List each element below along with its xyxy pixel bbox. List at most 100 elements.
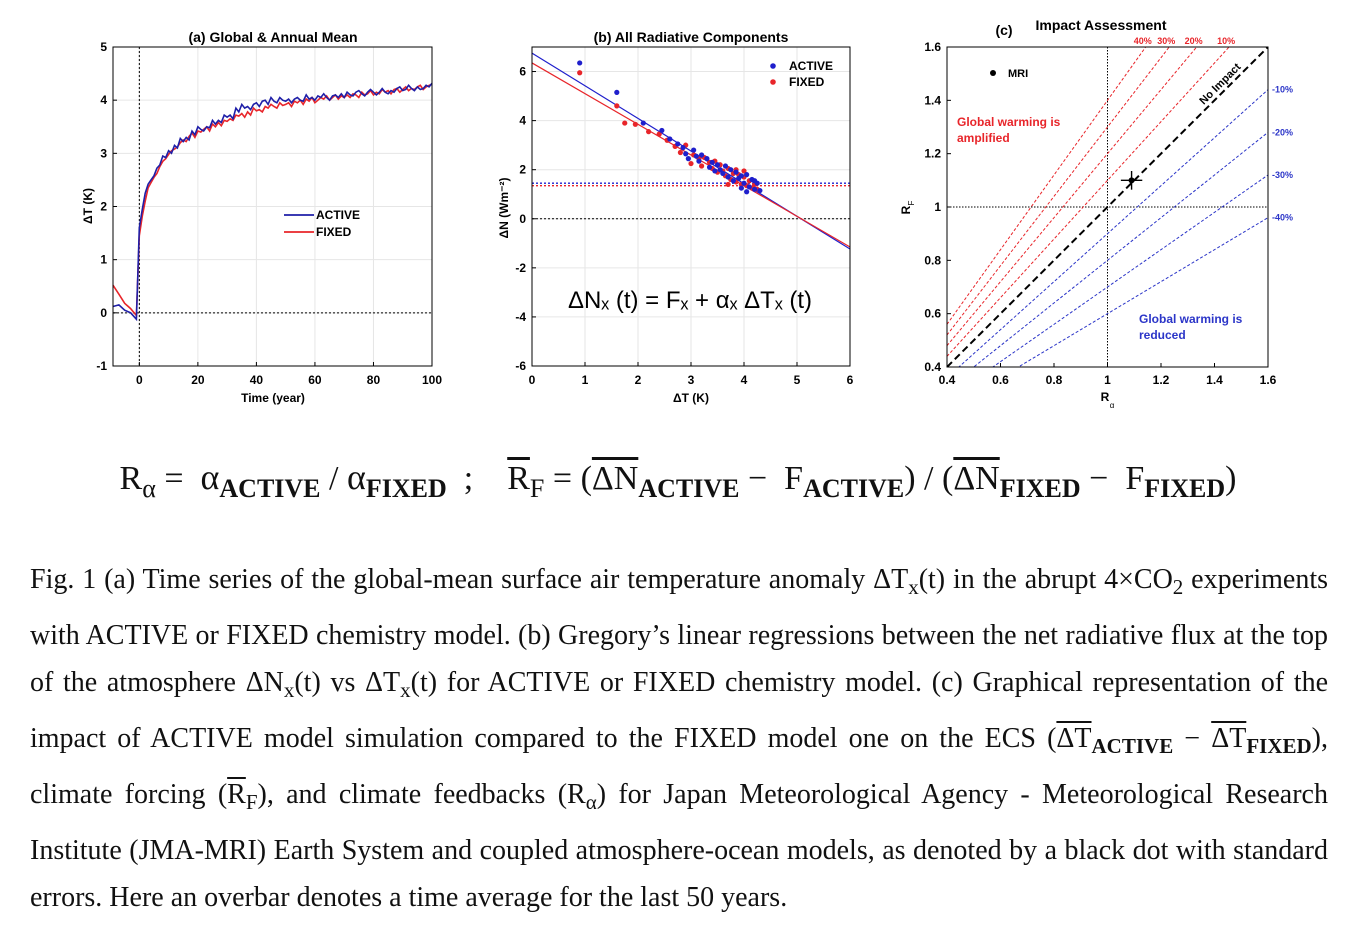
- panel-b-point-fixed: [699, 163, 705, 169]
- panel-a-ytick-label: 2: [100, 200, 107, 214]
- panel-b-point-active: [757, 187, 763, 194]
- formula-dn-active: ΔN: [591, 460, 639, 497]
- caption-part-1: Fig. 1 (a) Time series of the global-mea…: [30, 564, 909, 595]
- panel-a-xtick-label: 40: [250, 373, 264, 387]
- panel-a-ytick-label: 1: [100, 253, 107, 267]
- panel-b-title: (b) All Radiative Components: [594, 29, 789, 45]
- panel-c-amplified-text: amplified: [957, 131, 1010, 145]
- formula-fixed-sub: FIXED: [365, 474, 447, 503]
- caption-part-7: ), and climate feedbacks (R: [257, 778, 586, 810]
- panel-a-legend-label-fixed: FIXED: [316, 225, 352, 239]
- panel-c-xtick-label: 0.6: [992, 373, 1009, 387]
- panel-c-reduced-text: Global warming is: [1139, 312, 1243, 326]
- panel-c-reduced-line--40%: [1017, 217, 1268, 367]
- formula-minus2: −: [1089, 460, 1109, 497]
- panel-c-ytick-label: 1.2: [924, 147, 941, 161]
- formula-paren-open: (: [580, 460, 592, 497]
- caption-part-2: (t) in the abrupt 4×CO: [918, 564, 1173, 595]
- panel-b-point-fixed: [632, 121, 638, 127]
- panel-b-ytick-label: 4: [519, 114, 526, 128]
- panel-b-point-fixed: [577, 70, 583, 76]
- panel-b-point-active: [728, 167, 734, 173]
- formula-f-fixed: F: [1125, 460, 1145, 497]
- panel-a-title: (a) Global & Annual Mean: [188, 29, 357, 45]
- panel-c-ytick-label: 1: [934, 200, 941, 214]
- formula-active-sub: ACTIVE: [219, 474, 321, 503]
- panel-a-ytick-label: 3: [100, 146, 107, 160]
- panel-c-xlabel: R: [1101, 390, 1110, 404]
- formula-alpha1: α: [200, 457, 220, 497]
- panel-b-point-active: [696, 158, 702, 164]
- panel-c-amplified-line-10%: [947, 47, 1230, 357]
- panel-b-point-active: [730, 178, 736, 184]
- panel-b-xtick-label: 4: [741, 373, 748, 387]
- panel-b-point-active: [712, 168, 718, 174]
- panel-b-point-active: [709, 159, 715, 165]
- panel-c-xtick-label: 1.4: [1206, 373, 1223, 387]
- panel-b-xlabel: ΔT (K): [673, 391, 709, 405]
- caption-dt-active: ΔT: [1056, 723, 1092, 755]
- panel-c-axes-frame: [946, 46, 1269, 368]
- panel-c-amplified-label: 30%: [1157, 36, 1175, 46]
- formula-eq1: =: [164, 460, 184, 497]
- panel-a-xtick-label: 60: [308, 373, 322, 387]
- panel-a-ytick-label: -1: [96, 359, 107, 373]
- panel-c-xtick-label: 1.6: [1260, 373, 1277, 387]
- panel-c-amplified-text: Global warming is: [957, 115, 1061, 129]
- panel-c-amplified-label: 20%: [1185, 36, 1203, 46]
- panel-c-legend-label-mri: MRI: [1008, 68, 1028, 80]
- panel-c-ytick-label: 0.6: [924, 307, 941, 321]
- panel-b-ytick-label: 0: [519, 212, 526, 226]
- panel-b-point-active: [744, 189, 750, 195]
- formula-eq2: =: [552, 460, 573, 497]
- panel-b-point-fixed: [677, 149, 683, 156]
- panel-b-chart: (b) All Radiative Components 0 1 2 3 4 5 6 -6 -4…: [497, 29, 854, 405]
- panel-c-amplified-label: 10%: [1217, 36, 1235, 46]
- panel-b-ytick-label: 2: [519, 163, 526, 177]
- panel-b-point-active: [691, 147, 697, 153]
- formula-dn-fixed: ΔN: [953, 460, 1000, 497]
- panel-a-xtick-label: 0: [136, 373, 143, 387]
- panel-b-ytick-label: -6: [515, 359, 526, 373]
- panel-c-title-prefix: (c): [995, 22, 1012, 38]
- formula-minus1: −: [747, 460, 768, 497]
- formula-r-f: R: [507, 460, 530, 497]
- panel-b-point-fixed: [646, 129, 652, 135]
- caption-sub-x2: x: [283, 678, 295, 703]
- panel-b-point-active: [640, 120, 646, 126]
- panel-c-reduced-line--30%: [991, 174, 1268, 367]
- panel-c-ytick-label: 1.4: [924, 93, 941, 107]
- panel-b-point-fixed: [688, 160, 694, 167]
- panel-c-identity-label: No Impact: [1197, 61, 1243, 107]
- panel-c-reduced-label: -10%: [1272, 85, 1293, 95]
- panel-b-point-active: [714, 162, 721, 168]
- formula-f-active: F: [784, 460, 804, 497]
- formula-slash2: /: [924, 460, 934, 497]
- panel-b-xtick-label: 6: [847, 373, 854, 387]
- panel-b-point-fixed: [656, 131, 662, 137]
- panel-b-xtick-label: 2: [635, 373, 642, 387]
- panel-c-ylabel-sub: F: [907, 200, 916, 205]
- panel-b-fit-line-fixed: [531, 62, 851, 248]
- panel-b-point-active: [733, 169, 739, 175]
- panel-b-legend-marker-active: [770, 63, 776, 69]
- panel-c-reduced-line--10%: [958, 89, 1268, 367]
- panel-b-point-active: [675, 141, 681, 147]
- panel-c-amplified-label: 40%: [1134, 36, 1152, 46]
- formula-paren-close2: ): [1225, 460, 1237, 497]
- panel-b-point-active: [746, 184, 752, 190]
- panel-c-amplified-line-40%: [947, 47, 1147, 325]
- panel-b-point-active: [614, 89, 620, 95]
- panel-a-ytick-label: 0: [100, 306, 107, 320]
- panel-c-ytick-label: 0.8: [924, 253, 941, 267]
- panel-c-mri-point: [1128, 177, 1135, 184]
- formula-paren-open2: (: [941, 460, 954, 497]
- caption-sub-2: 2: [1172, 575, 1184, 599]
- panel-b-point-active: [699, 152, 705, 158]
- panel-b-point-active: [738, 185, 744, 191]
- ratio-formula: Rα = αACTIVE / αFIXED ; RF = (ΔNACTIVE −…: [0, 456, 1356, 504]
- caption-ra-sub: α: [585, 789, 597, 814]
- formula-slash: /: [329, 460, 339, 497]
- panel-c-xtick-label: 0.4: [939, 373, 956, 387]
- panel-a-legend-label-active: ACTIVE: [316, 208, 360, 222]
